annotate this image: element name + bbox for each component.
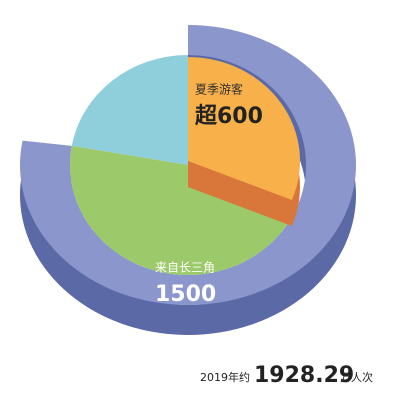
total-unit: 万人次 — [340, 370, 373, 384]
pie-marks — [20, 25, 356, 335]
rest-slice — [71, 55, 188, 165]
summer-slice — [188, 57, 300, 200]
yrd-label: 来自长三角 — [155, 261, 215, 275]
total-value: 1928.29 — [254, 363, 354, 388]
total-prefix: 2019年约 — [200, 370, 250, 384]
summer-label: 夏季游客 — [195, 82, 243, 97]
yrd-value: 1500 — [155, 282, 216, 307]
yrd-inner-slice — [70, 145, 298, 275]
summer-value: 超600 — [195, 104, 263, 129]
